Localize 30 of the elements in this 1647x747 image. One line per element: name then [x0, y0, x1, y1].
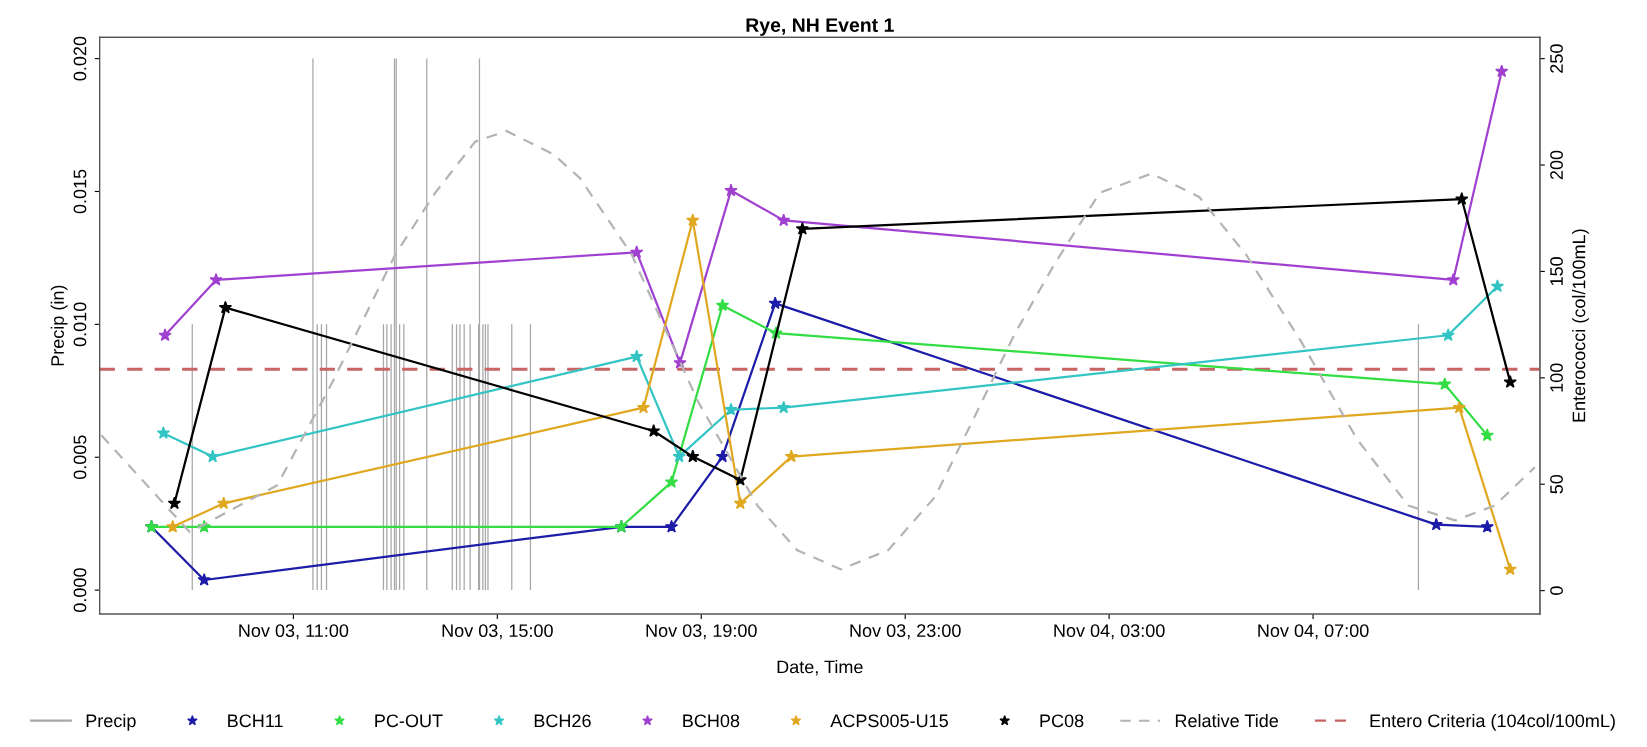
y-tick-label: 0.010: [73, 302, 87, 347]
legend-label: BCH08: [683, 714, 740, 728]
x-tick-label: Nov 04, 07:00: [1258, 624, 1369, 640]
y2-tick-label: 200: [1550, 150, 1563, 180]
y-axis-title: Precip (in): [50, 285, 68, 366]
chart-title: Rye, NH Event 1: [746, 18, 894, 36]
legend-label: BCH11: [228, 714, 283, 728]
legend-label: Entero Criteria (104col/100mL): [1370, 713, 1615, 731]
x-tick-label: Nov 03, 11:00: [239, 624, 349, 640]
legend-label: ACPS005-U15: [830, 714, 948, 728]
legend-label: BCH26: [534, 714, 591, 728]
legend-label: Precip: [86, 713, 136, 731]
legend-label: PC08: [1040, 714, 1084, 728]
y2-axis-title: Enterococci (col/100mL): [1572, 229, 1589, 422]
y-tick-label: 0.015: [73, 169, 87, 214]
y-tick-label: 0.000: [73, 568, 87, 612]
y-tick-label: 0.020: [73, 36, 87, 81]
x-tick-label: Nov 03, 15:00: [442, 624, 553, 640]
y2-tick-label: 250: [1550, 44, 1563, 73]
legend-label: Relative Tide: [1175, 713, 1279, 728]
legend-label: PC-OUT: [375, 714, 443, 728]
x-tick-label: Nov 04, 03:00: [1054, 624, 1165, 640]
y2-tick-label: 150: [1550, 257, 1563, 286]
x-tick-label: Nov 03, 19:00: [646, 624, 757, 640]
x-axis-title: Date, Time: [777, 660, 863, 676]
x-tick-label: Nov 03, 23:00: [850, 624, 961, 640]
y2-tick-label: 0: [1550, 586, 1563, 595]
y-tick-label: 0.005: [73, 435, 87, 480]
y2-tick-label: 100: [1550, 363, 1563, 392]
y2-tick-label: 50: [1550, 474, 1563, 494]
